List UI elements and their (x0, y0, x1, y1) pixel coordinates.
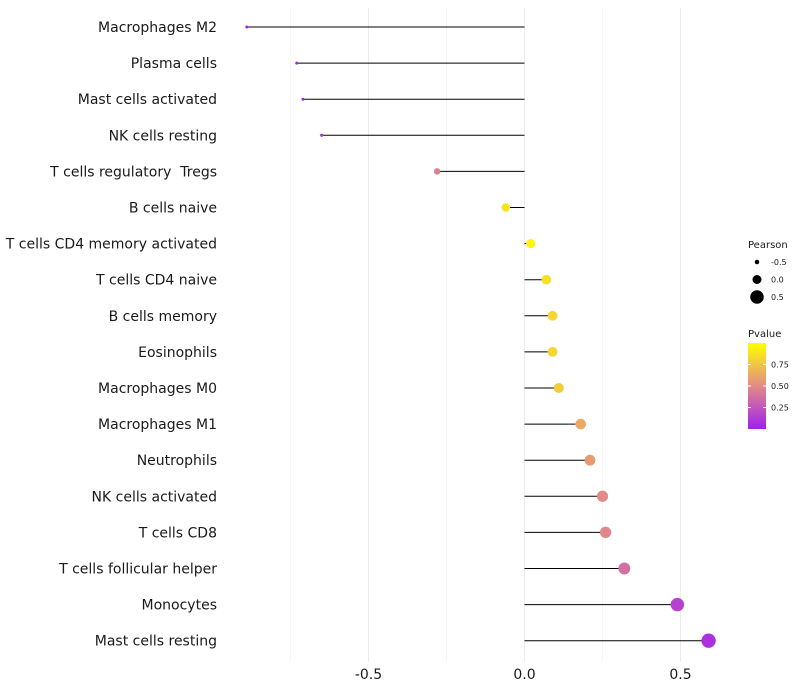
lollipop-dot (584, 454, 596, 466)
y-axis-label: Mast cells resting (95, 634, 217, 650)
lollipop-dot (618, 562, 631, 575)
color-legend-bar (748, 343, 766, 429)
y-axis-label: Mast cells activated (78, 92, 217, 108)
size-legend: -0.5 0.0 0.5 (750, 258, 787, 304)
lollipop-dot (245, 25, 249, 29)
y-axis-label: B cells memory (109, 309, 217, 325)
x-tick-label: 0.0 (513, 667, 535, 683)
lollipop-stems (246, 26, 709, 642)
size-legend-label: 0.5 (771, 293, 784, 302)
lollipop-dot (541, 274, 552, 285)
size-legend-dot (750, 290, 764, 304)
lollipop-dots (245, 25, 716, 648)
size-legend-title: Pearson (748, 240, 788, 251)
size-legend-label: -0.5 (771, 258, 787, 267)
lollipop-dot (553, 383, 564, 393)
y-axis-label: Neutrophils (137, 453, 217, 469)
y-axis-label: B cells naive (129, 201, 217, 217)
lollipop-dot (701, 633, 716, 648)
y-axis-label: Macrophages M0 (98, 381, 217, 397)
y-axis-label: T cells follicular helper (58, 562, 217, 578)
y-axis-label: NK cells resting (109, 128, 217, 144)
color-legend-label: 0.75 (771, 361, 789, 370)
x-tick-label: 0.5 (669, 667, 691, 683)
lollipop-dot (596, 490, 609, 502)
grid-lines (290, 8, 681, 662)
lollipop-dot (547, 346, 558, 357)
y-axis-label: T cells regulatory Tregs (49, 164, 217, 180)
y-axis-label: Plasma cells (131, 56, 217, 72)
lollipop-dot (599, 526, 612, 539)
color-legend-label: 0.25 (771, 404, 789, 413)
y-axis-label: Monocytes (142, 598, 217, 614)
x-tick-label: -0.5 (355, 667, 382, 683)
lollipop-dot (501, 203, 511, 212)
lollipop-dot (320, 133, 324, 137)
color-legend-label: 0.50 (771, 382, 789, 391)
y-axis-label: Macrophages M2 (98, 20, 217, 36)
y-axis-label: T cells CD4 memory activated (5, 237, 217, 253)
lollipop-dot (670, 597, 685, 612)
size-legend-dot (754, 259, 760, 265)
lollipop-dot (301, 97, 305, 101)
y-axis-label: Eosinophils (138, 345, 217, 361)
y-axis-label: Macrophages M1 (98, 417, 217, 433)
color-legend-title: Pvalue (748, 329, 781, 340)
size-legend-dot (752, 275, 762, 284)
lollipop-dot (526, 239, 536, 249)
lollipop-dot (295, 61, 299, 65)
legend: Pearson -0.5 0.0 0.5 Pvalue 0.25 0.50 0.75 (748, 240, 789, 429)
size-legend-label: 0.0 (771, 276, 784, 285)
x-axis-ticks: -0.5 0.0 0.5 (355, 667, 692, 683)
lollipop-dot (575, 418, 586, 430)
lollipop-dot (433, 168, 441, 175)
y-axis-label: T cells CD8 (138, 525, 217, 541)
lollipop-dot (547, 310, 558, 321)
y-axis-label: NK cells activated (92, 489, 217, 505)
y-axis-label: T cells CD4 naive (95, 273, 217, 289)
color-legend-ticks: 0.25 0.50 0.75 (748, 361, 789, 413)
y-axis-labels: Macrophages M2 Plasma cells Mast cells act… (5, 20, 217, 650)
